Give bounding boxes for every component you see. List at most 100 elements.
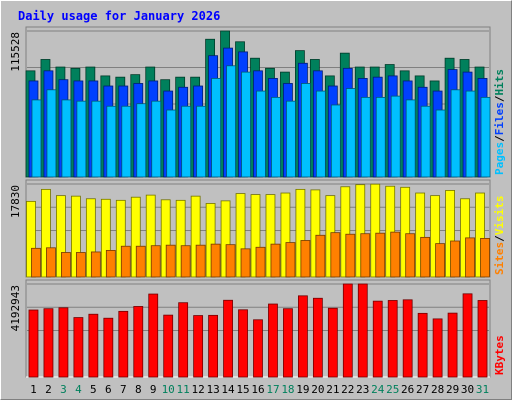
bar-sites-day-7 xyxy=(120,245,131,278)
x-tick-label: 19 xyxy=(296,383,309,396)
bar-sites-day-3 xyxy=(61,252,71,278)
bar-sites-day-9 xyxy=(150,245,161,278)
bar-sites-day-24 xyxy=(375,232,386,278)
bar-visits-day-14 xyxy=(220,200,231,278)
bar-kbytes-day-13 xyxy=(208,314,219,378)
bar-pages-day-31 xyxy=(480,96,491,178)
bar-visits-day-18 xyxy=(280,192,291,278)
bar-pages-day-12 xyxy=(196,105,207,178)
x-tick-label: 5 xyxy=(90,383,97,396)
bar-visits-day-7 xyxy=(115,199,126,278)
bar-sites-day-5 xyxy=(90,251,101,278)
bar-pages-day-1 xyxy=(31,99,42,178)
bar-kbytes-day-29 xyxy=(447,312,458,378)
x-tick-label: 20 xyxy=(311,383,324,396)
bar-sites-day-12 xyxy=(195,244,206,278)
bar-sites-day-29 xyxy=(450,240,460,278)
bar-kbytes-day-20 xyxy=(312,297,323,378)
bar-visits-day-11 xyxy=(175,199,186,278)
bar-sites-day-16 xyxy=(255,246,266,278)
bar-sites-day-10 xyxy=(165,244,176,278)
panel-visits: 17830 Sites/Visits xyxy=(9,179,506,278)
x-tick-label: 21 xyxy=(326,383,339,396)
bar-sites-day-22 xyxy=(345,233,356,278)
x-tick-label: 7 xyxy=(120,383,127,396)
bar-sites-day-2 xyxy=(46,247,56,278)
bar-pages-day-13 xyxy=(211,78,222,178)
x-tick-label: 14 xyxy=(221,383,235,396)
x-tick-label: 27 xyxy=(416,383,429,396)
bar-sites-day-23 xyxy=(360,233,371,278)
bar-kbytes-day-14 xyxy=(223,299,233,378)
bar-visits-day-23 xyxy=(355,184,366,278)
bar-visits-day-25 xyxy=(385,185,396,278)
panel-hits-legend-item: Files xyxy=(493,102,506,135)
bar-visits-day-1 xyxy=(26,200,36,278)
bar-kbytes-day-4 xyxy=(73,317,84,378)
bar-sites-day-6 xyxy=(105,249,116,278)
bar-kbytes-day-1 xyxy=(28,309,39,378)
x-tick-label: 18 xyxy=(281,383,294,396)
bar-pages-day-24 xyxy=(375,96,386,178)
panel-hits-legend: Pages/Files/Hits xyxy=(493,69,506,175)
panel-hits: 115528 Pages/Files/Hits xyxy=(9,26,506,178)
bar-pages-day-8 xyxy=(136,103,147,178)
bar-pages-day-25 xyxy=(390,95,401,178)
bar-kbytes-day-23 xyxy=(357,283,368,378)
x-tick-label: 6 xyxy=(105,383,112,396)
bar-sites-day-30 xyxy=(465,237,475,278)
bar-kbytes-day-30 xyxy=(462,293,473,378)
bar-visits-day-19 xyxy=(295,188,306,278)
bar-visits-day-5 xyxy=(85,198,96,278)
bar-visits-day-9 xyxy=(145,194,156,278)
bar-visits-day-26 xyxy=(400,186,411,278)
panel-kbytes-legend: KBytes xyxy=(493,335,506,375)
bar-pages-day-15 xyxy=(241,71,251,178)
bar-kbytes-day-8 xyxy=(133,306,144,378)
panel-hits-legend-item: / xyxy=(493,95,506,102)
bar-kbytes-day-19 xyxy=(297,295,308,378)
bar-pages-day-2 xyxy=(46,89,57,178)
bar-kbytes-day-10 xyxy=(163,314,174,378)
bar-pages-day-9 xyxy=(151,100,162,178)
x-tick-label: 31 xyxy=(476,383,489,396)
panel-hits-ymax-label: 115528 xyxy=(9,32,22,72)
bar-pages-day-17 xyxy=(271,96,281,178)
bar-visits-day-16 xyxy=(250,194,261,278)
bar-pages-day-23 xyxy=(360,96,371,178)
bar-sites-day-8 xyxy=(135,245,146,278)
panel-hits-legend-item: Pages xyxy=(493,142,506,175)
bar-visits-day-20 xyxy=(310,189,321,278)
x-tick-label: 26 xyxy=(401,383,414,396)
bar-visits-day-31 xyxy=(475,192,485,278)
bar-pages-day-21 xyxy=(330,104,341,178)
bar-kbytes-day-26 xyxy=(402,299,413,378)
bar-pages-day-22 xyxy=(345,88,356,178)
bar-kbytes-day-11 xyxy=(178,302,189,378)
bar-visits-day-4 xyxy=(70,195,81,278)
x-tick-label: 16 xyxy=(251,383,264,396)
bar-visits-day-3 xyxy=(56,195,66,278)
bar-visits-day-27 xyxy=(415,192,426,278)
bar-visits-day-6 xyxy=(100,198,111,278)
bar-sites-day-20 xyxy=(315,234,326,278)
panel-hits-legend-item: / xyxy=(493,135,506,142)
bar-pages-day-11 xyxy=(181,105,192,178)
bar-pages-day-18 xyxy=(286,100,296,178)
bar-kbytes-day-9 xyxy=(148,293,159,378)
bar-pages-day-27 xyxy=(420,105,431,178)
bar-sites-day-28 xyxy=(435,243,446,278)
panel-visits-ymax-label: 17830 xyxy=(9,185,22,218)
x-tick-label: 8 xyxy=(135,383,142,396)
bar-pages-day-16 xyxy=(256,90,266,178)
bar-visits-day-13 xyxy=(205,203,216,278)
panel-visits-legend-item: Sites xyxy=(493,242,506,275)
bar-kbytes-day-15 xyxy=(238,309,248,378)
bar-pages-day-20 xyxy=(315,90,326,178)
x-tick-label: 1 xyxy=(30,383,37,396)
bar-sites-day-27 xyxy=(420,236,431,278)
bar-visits-day-22 xyxy=(340,186,351,278)
panel-kbytes: 4192943 KBytes xyxy=(9,279,506,378)
bar-pages-day-3 xyxy=(61,99,72,178)
x-tick-label: 28 xyxy=(431,383,444,396)
